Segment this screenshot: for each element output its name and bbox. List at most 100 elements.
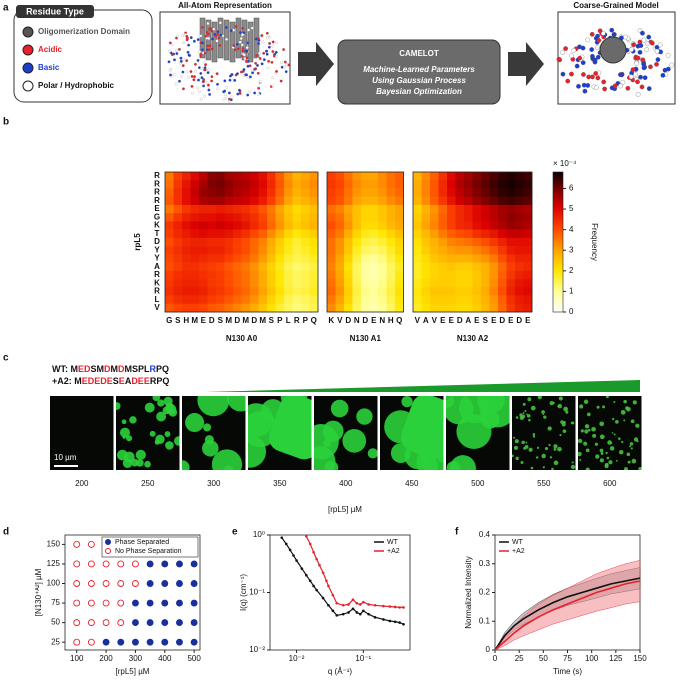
heat-cell [309,262,319,272]
heat-cell [361,213,370,222]
droplet [248,435,267,468]
heat-cell [224,180,234,189]
droplet [203,423,212,432]
heat-cell [292,237,302,247]
heat-cell [386,204,396,214]
heat-cell [233,204,242,214]
heat-cell [250,279,259,288]
droplet [144,460,151,468]
point [315,557,318,561]
y-tick-label: 125 [47,559,61,568]
heat-cell [447,279,456,288]
heat-cell [207,221,217,230]
point [102,580,110,587]
bead [629,47,634,53]
bead [612,83,618,89]
column-label: E [474,316,480,325]
droplet [164,431,171,437]
heat-cell [378,287,387,296]
concentration-label: 450 [405,479,419,488]
droplet [626,452,631,457]
point [176,619,183,627]
heat-cell [395,279,404,288]
heat-cell [464,270,473,280]
heat-cell [352,204,362,214]
heat-cell [190,303,200,313]
colorbar-step [553,266,563,269]
heat-cell [361,254,370,263]
x-tick-label: 150 [633,654,647,663]
atom [211,37,214,41]
heat-cell [438,262,448,272]
heat-cell [250,204,259,214]
heat-cell [344,262,353,272]
droplet [570,464,576,470]
y-tick-label: 10⁻¹ [249,588,265,597]
atom [190,84,194,88]
heat-cell [284,287,293,296]
droplet [578,451,582,457]
y-tick-label: 50 [51,618,60,627]
heat-cell [498,279,507,288]
droplet [449,455,476,470]
heat-cell [464,229,473,239]
sequence-segment: WT: M [52,364,78,374]
heat-cell [447,270,456,280]
atom [228,78,232,82]
colorbar-step [553,194,563,197]
colorbar-step [553,232,563,235]
droplet [211,449,243,470]
heat-cell [506,213,516,222]
heat-cell [506,246,516,255]
heat-cell [523,279,533,288]
heat-cell [233,221,242,230]
heat-cell [464,237,473,247]
heat-cell [284,303,293,313]
bead [576,83,581,89]
heat-cell [464,180,473,189]
colorbar-step [553,202,563,205]
droplet [584,429,589,434]
heat-cell [421,188,431,198]
heat-cell [224,188,234,198]
heat-cell [361,221,370,230]
heat-cell [430,188,439,198]
droplet [553,444,558,449]
heat-cell [378,237,387,247]
heat-cell [395,262,404,272]
heat-cell [165,188,174,198]
x-tick-label: 400 [158,654,172,663]
heat-cell [352,213,362,222]
heat-cell [378,188,387,198]
micrograph-art [512,396,576,470]
atom [181,34,184,38]
heat-cell [309,172,319,181]
colorbar-tick-label: 0 [569,307,574,316]
atom [266,66,270,70]
heat-cell [489,287,499,296]
heat-cell [413,213,422,222]
legend-box [101,536,199,558]
point [117,599,125,607]
heat-cell [182,196,191,206]
heat-cell [361,303,370,313]
droplet [165,441,174,450]
heat-cell [267,188,276,198]
heat-cell [182,295,191,305]
heat-cell [506,295,516,305]
heat-cell [199,196,208,206]
atom [238,31,242,34]
y-axis-label: [N130⁺ᴬ²] µM [34,568,43,616]
heat-cell [165,196,174,206]
heat-cell [258,287,268,296]
atom [196,86,200,90]
heat-cell [267,270,276,280]
droplet [599,448,604,453]
heat-cell [241,237,251,247]
atom [238,92,242,95]
heat-cell [292,196,302,206]
atom [229,29,233,33]
droplet [521,440,525,445]
heat-cell [241,180,251,189]
heat-cell [438,229,448,239]
